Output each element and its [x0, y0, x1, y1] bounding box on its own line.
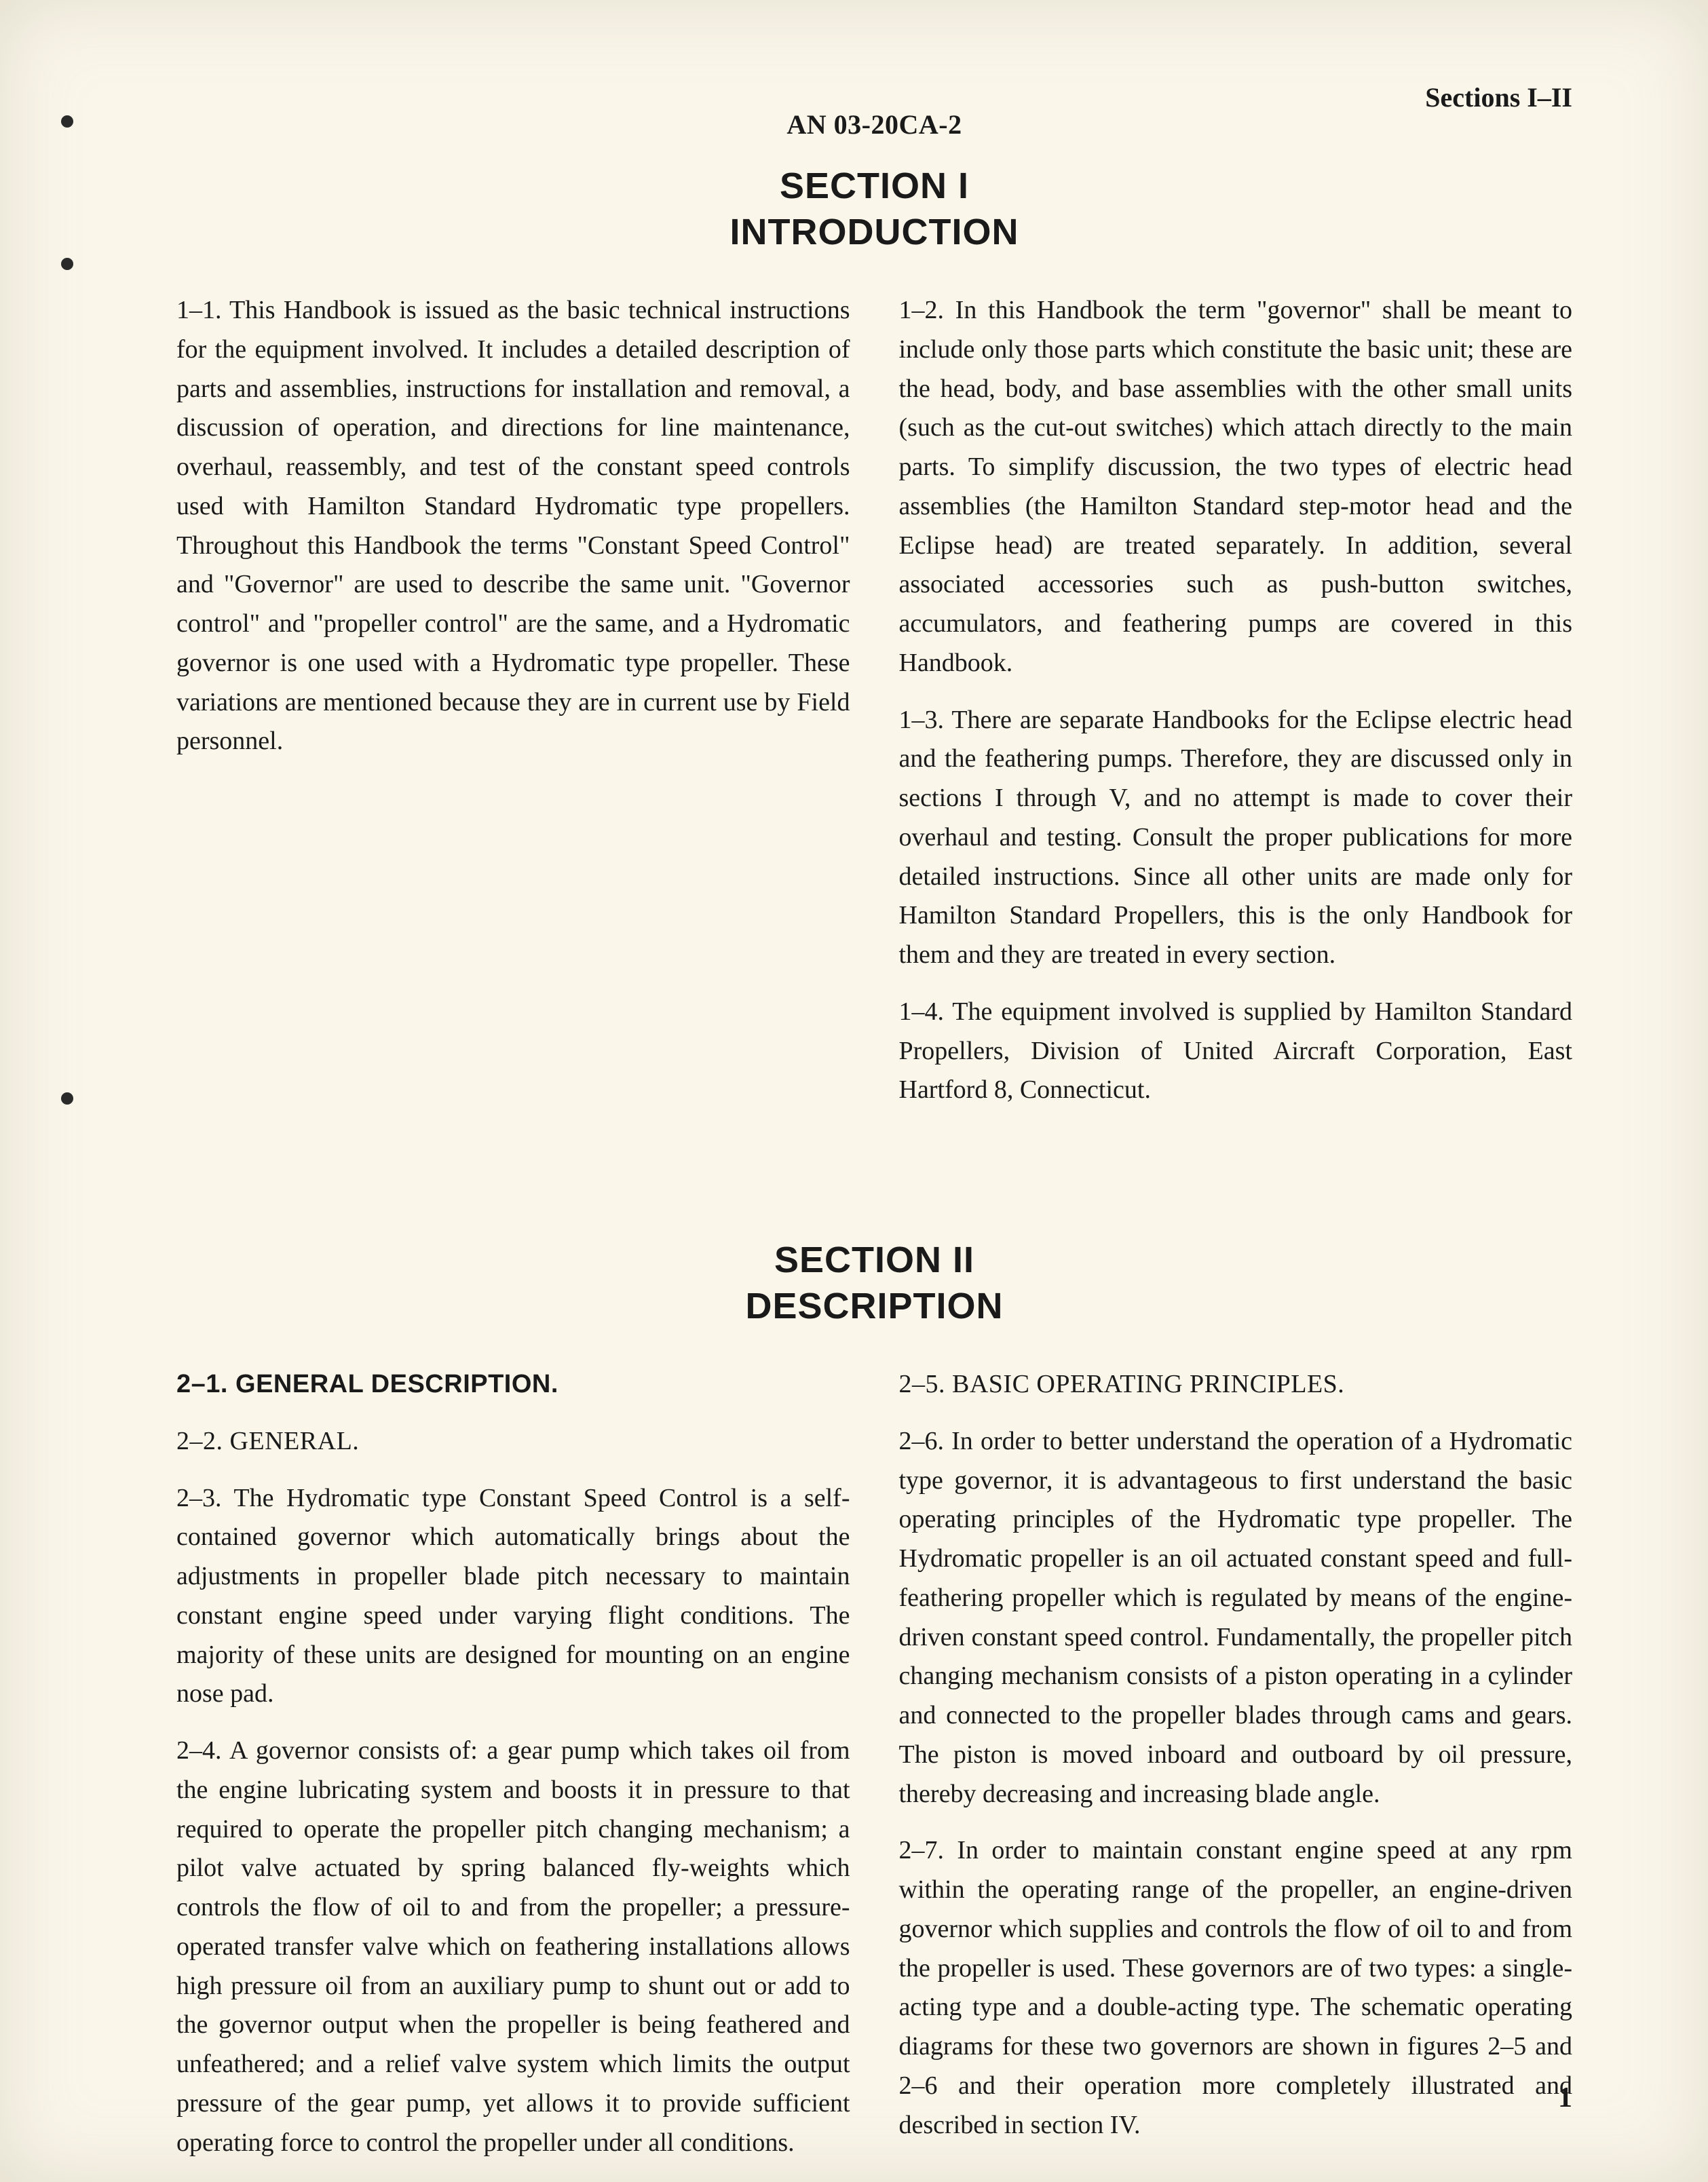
section-2-heading: SECTION II DESCRIPTION	[176, 1239, 1572, 1327]
paragraph-2-7: 2–7. In order to maintain constant engin…	[899, 1831, 1573, 2145]
punch-hole	[61, 1092, 73, 1105]
punch-hole	[61, 115, 73, 128]
paragraph-1-4: 1–4. The equipment involved is supplied …	[899, 993, 1573, 1110]
section-1-heading: SECTION I INTRODUCTION	[176, 165, 1572, 253]
paragraph-1-3: 1–3. There are separate Handbooks for th…	[899, 701, 1573, 975]
section-2-subtitle: DESCRIPTION	[176, 1285, 1572, 1327]
paragraph-1-2: 1–2. In this Handbook the term "governor…	[899, 291, 1573, 683]
section-2-body: 2–1. GENERAL DESCRIPTION. 2–2. GENERAL. …	[176, 1365, 1572, 2180]
heading-2-1: 2–1. GENERAL DESCRIPTION.	[176, 1365, 850, 1404]
heading-2-2: 2–2. GENERAL.	[176, 1422, 850, 1461]
section-1-title: SECTION I	[176, 165, 1572, 207]
paragraph-2-3: 2–3. The Hydromatic type Constant Speed …	[176, 1479, 850, 1715]
document-number: AN 03-20CA-2	[176, 109, 1572, 140]
page-number: 1	[1558, 2082, 1572, 2114]
page: Sections I–II AN 03-20CA-2 SECTION I INT…	[0, 0, 1708, 2182]
section-1-subtitle: INTRODUCTION	[176, 211, 1572, 253]
paragraph-2-4: 2–4. A governor consists of: a gear pump…	[176, 1731, 850, 2162]
section-1-body: 1–1. This Handbook is issued as the basi…	[176, 291, 1572, 1110]
heading-2-5: 2–5. BASIC OPERATING PRINCIPLES.	[899, 1365, 1573, 1404]
paragraph-1-1: 1–1. This Handbook is issued as the basi…	[176, 291, 850, 761]
running-head-sections: Sections I–II	[1425, 81, 1572, 113]
section-2-title: SECTION II	[176, 1239, 1572, 1281]
punch-hole	[61, 258, 73, 270]
paragraph-2-6: 2–6. In order to better understand the o…	[899, 1422, 1573, 1814]
